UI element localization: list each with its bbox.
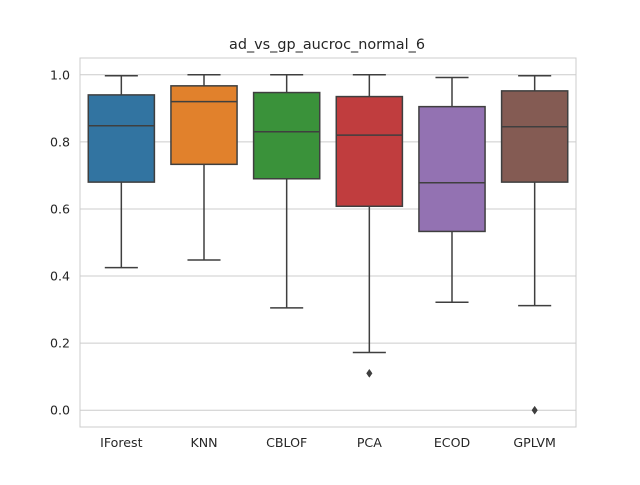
box-group-iforest <box>87 75 156 269</box>
x-tick-labels: IForest KNN CBLOF PCA ECOD GPLVM <box>100 435 556 450</box>
boxes <box>87 74 569 415</box>
gridlines <box>80 74 576 411</box>
box-iforest <box>87 94 156 183</box>
x-tick-label-iforest: IForest <box>100 435 142 450</box>
axes <box>79 57 577 428</box>
box-pca <box>335 95 404 208</box>
plot-frame <box>79 57 577 428</box>
box-group-knn <box>170 74 238 261</box>
box-group-gplvm <box>500 75 569 415</box>
box-cblof <box>252 91 321 180</box>
outlier-pca-0 <box>366 368 373 378</box>
chart-title: ad_vs_gp_aucroc_normal_6 <box>229 37 425 53</box>
x-tick-label-knn: KNN <box>190 435 217 450</box>
y-tick-label-0: 0.0 <box>50 403 70 418</box>
outlier-gplvm-0 <box>531 405 538 415</box>
x-tick-label-ecod: ECOD <box>434 435 470 450</box>
x-tick-label-pca: PCA <box>357 435 382 450</box>
y-tick-label-4: 0.8 <box>50 134 70 149</box>
y-tick-label-5: 1.0 <box>50 67 70 82</box>
box-group-cblof <box>252 74 321 309</box>
box-group-ecod <box>418 76 486 303</box>
y-tick-labels: 0.0 0.2 0.4 0.6 0.8 1.0 <box>50 67 70 417</box>
y-tick-label-3: 0.6 <box>50 201 70 216</box>
x-tick-label-cblof: CBLOF <box>266 435 307 450</box>
x-tick-label-gplvm: GPLVM <box>513 435 555 450</box>
y-tick-label-2: 0.4 <box>50 269 70 284</box>
box-group-pca <box>335 74 404 378</box>
box-gplvm <box>500 90 569 183</box>
box-ecod <box>418 105 486 233</box>
box-knn <box>170 85 238 166</box>
y-tick-label-1: 0.2 <box>50 336 70 351</box>
